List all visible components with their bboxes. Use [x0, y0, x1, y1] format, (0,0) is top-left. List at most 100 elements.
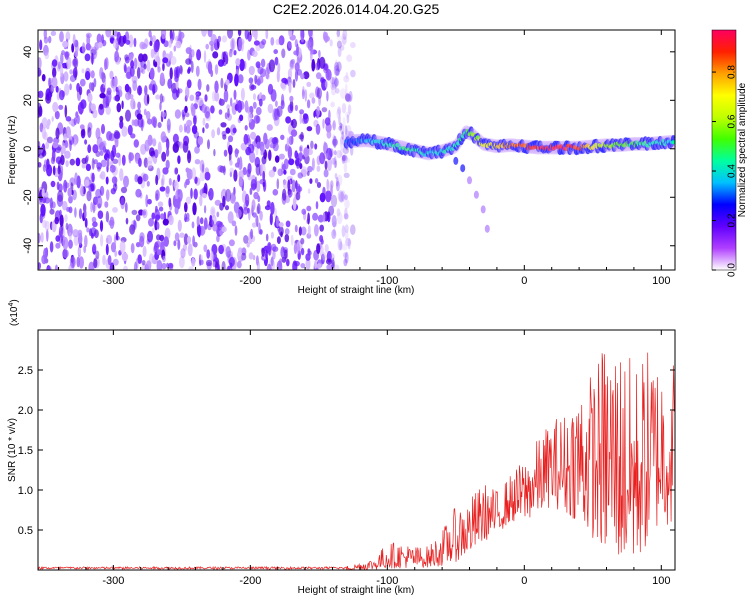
noise-blob	[283, 169, 287, 175]
noise-blob	[276, 216, 280, 228]
noise-blob	[205, 43, 209, 50]
noise-blob	[191, 221, 195, 229]
noise-blob	[304, 89, 308, 102]
noise-blob	[159, 93, 163, 104]
noise-blob	[316, 243, 321, 255]
noise-blob	[217, 35, 222, 43]
noise-blob	[343, 258, 348, 267]
snr-y-axis: 0.5 1.0 1.5 2.0 2.5	[18, 365, 675, 537]
noise-blob	[190, 49, 195, 58]
noise-blob	[248, 252, 254, 260]
noise-blob	[48, 84, 54, 95]
noise-blob	[338, 191, 345, 203]
noise-blob	[329, 39, 333, 47]
noise-blob	[138, 85, 141, 96]
noise-blob	[305, 257, 311, 270]
spectrogram-x-tick-label: -300	[102, 275, 124, 287]
noise-blob	[93, 159, 98, 165]
noise-blob	[246, 168, 251, 178]
noise-blob	[246, 241, 250, 248]
noise-blob	[125, 91, 131, 101]
noise-blob	[347, 238, 351, 250]
noise-blob	[270, 201, 275, 215]
noise-blob	[239, 58, 245, 72]
noise-blob	[130, 243, 135, 254]
noise-blob	[119, 120, 124, 129]
noise-blob	[175, 40, 182, 49]
noise-blob	[64, 104, 68, 118]
noise-blob	[146, 94, 150, 105]
noise-blob	[305, 253, 311, 261]
noise-blob	[333, 150, 337, 156]
noise-blob	[114, 131, 121, 140]
snr-plot-area	[38, 330, 675, 570]
noise-blob	[190, 60, 194, 73]
noise-blob	[270, 37, 275, 46]
noise-blob	[346, 54, 353, 62]
noise-blob	[69, 256, 76, 269]
noise-blob	[281, 48, 286, 59]
noise-blob	[121, 154, 126, 166]
noise-blob	[127, 124, 133, 136]
noise-blob	[136, 108, 142, 115]
noise-blob	[153, 40, 160, 53]
noise-blob	[326, 180, 330, 192]
noise-blob	[306, 81, 312, 87]
noise-blob	[311, 58, 316, 72]
noise-blob	[331, 215, 337, 228]
noise-blob	[342, 116, 346, 128]
noise-blob	[318, 94, 321, 107]
noise-blob	[49, 208, 55, 215]
noise-blob	[252, 50, 258, 58]
noise-blob	[120, 197, 125, 210]
noise-blob	[210, 251, 214, 262]
noise-blob	[115, 152, 121, 158]
noise-blob	[281, 163, 286, 171]
noise-blob	[297, 172, 304, 179]
noise-blob	[306, 126, 313, 132]
noise-blob	[339, 137, 346, 151]
noise-blob	[185, 47, 192, 55]
noise-blob	[337, 238, 343, 251]
noise-blob	[139, 232, 145, 242]
noise-blob	[105, 149, 111, 159]
noise-blob	[177, 219, 182, 232]
noise-blob	[54, 216, 59, 225]
noise-blob	[313, 110, 316, 118]
noise-blob	[265, 249, 268, 260]
noise-blob	[156, 234, 161, 241]
noise-blob	[250, 84, 257, 90]
noise-blob	[292, 79, 296, 88]
noise-blob	[322, 118, 325, 129]
noise-blob	[177, 189, 183, 202]
noise-blob	[292, 197, 297, 211]
noise-blob	[42, 164, 47, 173]
noise-blob	[102, 95, 109, 109]
noise-blob	[96, 162, 102, 170]
noise-blob	[197, 97, 204, 107]
noise-blob	[212, 51, 219, 59]
noise-blob	[152, 35, 156, 43]
noise-blob	[38, 262, 41, 270]
noise-blob	[91, 157, 95, 170]
noise-blob	[266, 124, 273, 131]
noise-blob	[118, 35, 125, 47]
noise-blob	[294, 150, 298, 159]
noise-blob	[250, 178, 257, 191]
noise-blob	[253, 40, 260, 46]
noise-blob	[45, 141, 50, 150]
noise-blob	[299, 109, 305, 115]
noise-blob	[182, 243, 187, 252]
noise-blob	[84, 235, 88, 248]
noise-blob	[119, 240, 126, 254]
noise-blob	[69, 133, 73, 141]
noise-blob	[337, 190, 344, 203]
noise-blob	[307, 38, 314, 51]
noise-blob	[340, 123, 344, 135]
noise-blob	[342, 146, 350, 155]
noise-blob	[341, 33, 347, 46]
noise-blob	[227, 265, 231, 270]
noise-blob	[185, 58, 192, 65]
noise-blob	[300, 247, 305, 256]
noise-blob	[307, 188, 311, 194]
